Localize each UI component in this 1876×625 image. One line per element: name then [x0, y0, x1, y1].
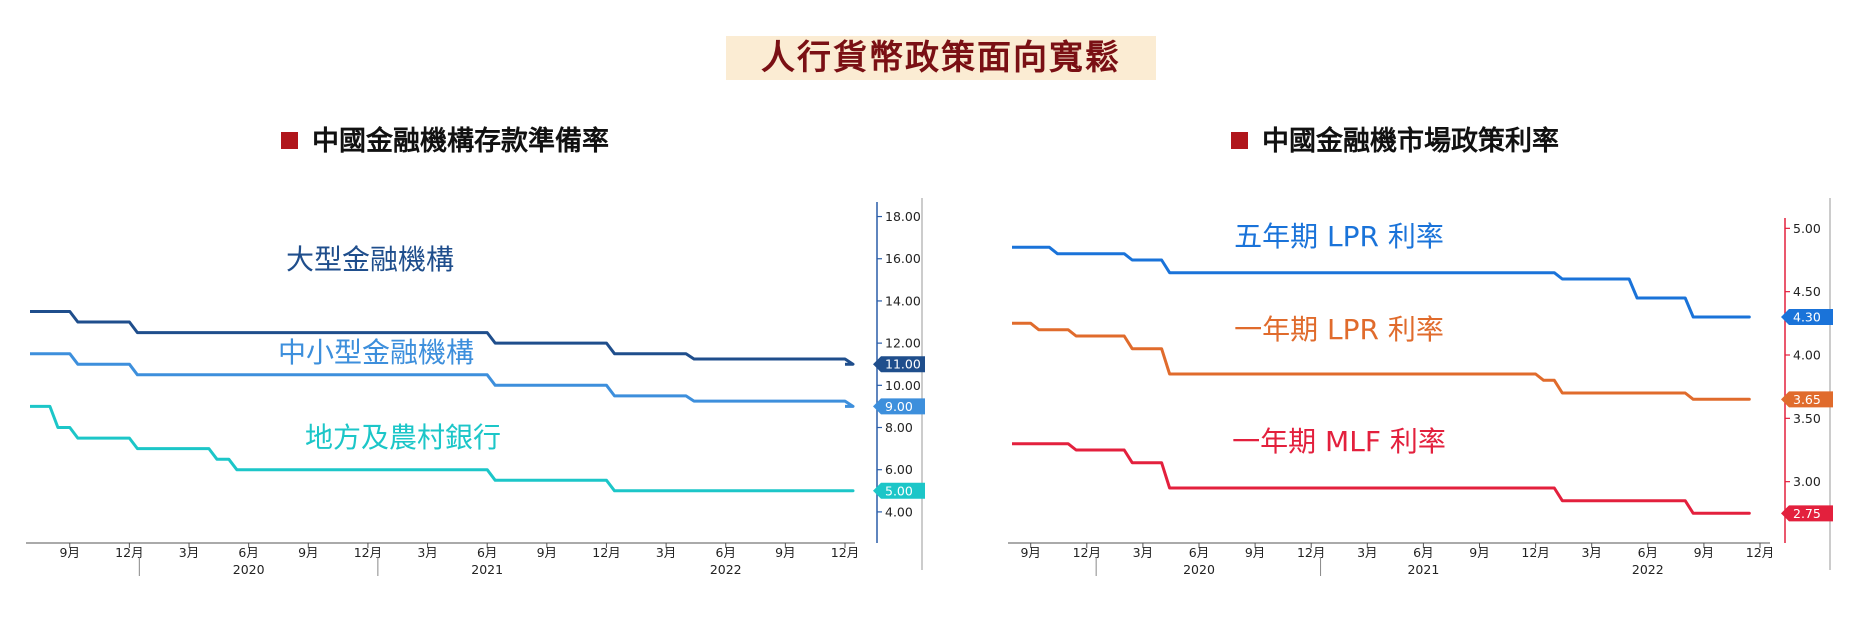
x-tick-label: 12月	[592, 545, 620, 560]
year-label: 2020	[1183, 562, 1215, 577]
y-tick-label: 12.00	[885, 336, 921, 351]
y-tick-label: 4.50	[1793, 284, 1821, 299]
series-label: 一年期 LPR 利率	[1234, 313, 1444, 346]
series-label: 大型金融機構	[286, 243, 454, 276]
x-tick-label: 9月	[1469, 545, 1489, 560]
last-value-flag	[873, 398, 925, 415]
year-label: 2021	[471, 562, 503, 577]
year-label: 2022	[710, 562, 742, 577]
x-tick-label: 3月	[1357, 545, 1377, 560]
right-chart-title-text: 中國金融機市場政策利率	[1262, 126, 1559, 157]
title-bullet-icon	[281, 132, 298, 149]
x-tick-label: 3月	[656, 545, 676, 560]
year-label: 2020	[233, 562, 265, 577]
x-tick-label: 12月	[1073, 545, 1101, 560]
last-value-flag	[1781, 309, 1833, 325]
x-tick-label: 9月	[1245, 545, 1265, 560]
x-tick-label: 9月	[775, 545, 795, 560]
x-tick-label: 12月	[1521, 545, 1549, 560]
series-line	[1012, 245, 1751, 319]
series-label: 中小型金融機構	[278, 336, 474, 369]
x-tick-label: 3月	[417, 545, 437, 560]
last-value-label: 9.00	[885, 399, 913, 414]
x-tick-label: 12月	[1297, 545, 1325, 560]
x-tick-label: 6月	[477, 545, 497, 560]
left-chart-title-text: 中國金融機構存款準備率	[312, 126, 609, 157]
last-value-label: 4.30	[1793, 310, 1821, 325]
x-tick-label: 6月	[716, 545, 736, 560]
x-tick-label: 12月	[115, 545, 143, 560]
y-tick-label: 10.00	[885, 378, 921, 393]
x-tick-label: 3月	[1133, 545, 1153, 560]
last-value-flag	[873, 356, 925, 373]
main-title: 人行貨幣政策面向寬鬆	[761, 38, 1121, 78]
y-tick-label: 6.00	[885, 462, 913, 477]
y-tick-label: 5.00	[1793, 221, 1821, 236]
y-tick-label: 8.00	[885, 420, 913, 435]
y-tick-label: 3.50	[1793, 411, 1821, 426]
x-tick-label: 6月	[1413, 545, 1433, 560]
title-bullet-icon	[1231, 132, 1248, 149]
x-tick-label: 6月	[1189, 545, 1209, 560]
y-tick-label: 14.00	[885, 293, 921, 308]
x-tick-label: 3月	[1581, 545, 1601, 560]
series-line	[30, 352, 855, 408]
x-tick-label: 9月	[1694, 545, 1714, 560]
main-title-band: 人行貨幣政策面向寬鬆	[726, 36, 1156, 80]
x-tick-label: 9月	[537, 545, 557, 560]
last-value-flag	[873, 482, 925, 499]
x-tick-label: 9月	[298, 545, 318, 560]
x-tick-label: 3月	[179, 545, 199, 560]
last-value-label: 2.75	[1793, 506, 1821, 521]
series-line	[30, 310, 855, 366]
y-tick-label: 4.00	[885, 504, 913, 519]
last-value-label: 3.65	[1793, 392, 1821, 407]
x-tick-label: 9月	[1020, 545, 1040, 560]
last-value-flag	[1781, 505, 1833, 522]
series-line	[30, 404, 855, 493]
year-label: 2021	[1407, 562, 1439, 577]
x-tick-label: 9月	[60, 545, 80, 560]
x-tick-label: 12月	[831, 545, 859, 560]
last-value-label: 11.00	[885, 357, 921, 372]
y-tick-label: 4.00	[1793, 348, 1821, 363]
left-chart-title: 中國金融機構存款準備率	[281, 124, 609, 160]
right-chart-title: 中國金融機市場政策利率	[1231, 124, 1559, 160]
last-value-label: 5.00	[885, 483, 913, 498]
y-tick-label: 3.00	[1793, 474, 1821, 489]
y-tick-label: 18.00	[885, 209, 921, 224]
x-tick-label: 12月	[354, 545, 382, 560]
series-line	[1012, 321, 1751, 401]
series-label: 五年期 LPR 利率	[1234, 220, 1444, 253]
series-label: 一年期 MLF 利率	[1232, 425, 1446, 458]
series-label: 地方及農村銀行	[305, 421, 501, 454]
year-label: 2022	[1632, 562, 1664, 577]
y-tick-label: 16.00	[885, 251, 921, 266]
x-tick-label: 12月	[1746, 545, 1774, 560]
last-value-flag	[1781, 391, 1833, 408]
series-line	[1012, 442, 1751, 515]
x-tick-label: 6月	[238, 545, 258, 560]
x-tick-label: 6月	[1638, 545, 1658, 560]
